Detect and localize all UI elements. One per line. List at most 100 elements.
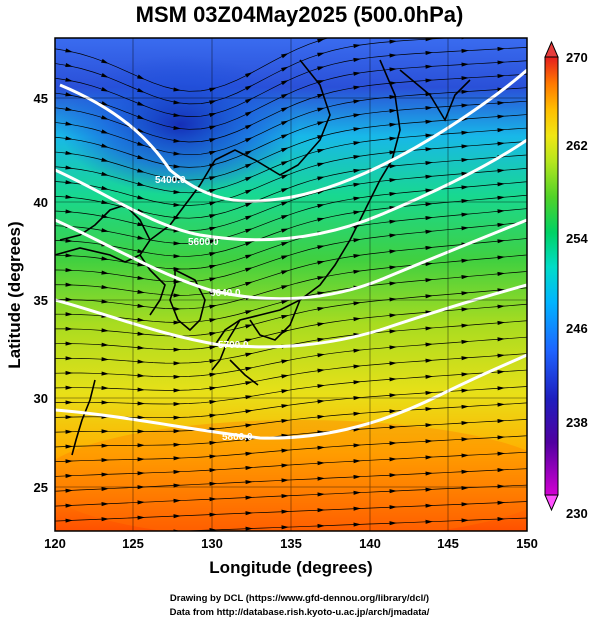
streamline-arrow: [209, 440, 217, 446]
streamline-arrow: [497, 20, 505, 24]
streamline-arrow: [245, 228, 253, 234]
streamline-arrow: [137, 387, 145, 392]
streamline-arrow: [317, 121, 325, 126]
streamline-arrow: [245, 150, 253, 156]
streamline-arrow: [281, 120, 289, 126]
streamline-arrow: [65, 459, 73, 464]
streamline-arrow: [173, 151, 181, 156]
streamline-arrow: [281, 525, 289, 530]
streamline-arrow: [65, 194, 73, 199]
colorbar: 270 262 254 246 238 230: [544, 40, 588, 521]
streamline-arrow: [65, 106, 73, 111]
streamline-arrow: [281, 509, 289, 514]
streamline-arrow: [281, 241, 289, 247]
streamline-arrow: [209, 188, 217, 193]
streamline-arrow: [317, 368, 325, 373]
streamline-arrow: [173, 401, 181, 407]
streamline-arrow: [137, 500, 145, 505]
streamline-arrow: [353, 490, 361, 495]
streamline-arrow: [173, 241, 181, 246]
streamline-arrow: [281, 80, 289, 86]
streamline-arrow: [173, 456, 181, 461]
streamline-arrow: [65, 92, 73, 97]
contour-labels: 5400.0 5600.0 5640.0 5700.0 5800.0: [155, 175, 253, 443]
streamline-arrow: [389, 329, 397, 334]
streamline-arrow: [137, 401, 145, 406]
streamline-arrow: [497, 73, 505, 79]
streamline-arrow: [209, 468, 217, 473]
streamline-arrow: [137, 443, 145, 448]
streamline-arrow: [209, 277, 217, 282]
streamline-arrow: [389, 164, 397, 169]
streamline-arrow: [101, 357, 109, 362]
x-tick-label: 145: [437, 536, 459, 551]
streamline-arrow: [137, 87, 145, 93]
streamline-arrow: [461, 437, 469, 442]
streamline-arrow: [209, 318, 217, 323]
colorbar-tick: 270: [566, 50, 588, 65]
streamline-arrow: [281, 418, 289, 424]
streamline-arrow: [101, 171, 109, 176]
streamline-arrow: [389, 345, 397, 350]
colorbar-tick: 230: [566, 506, 588, 521]
streamline-arrow: [137, 74, 145, 80]
streamline-arrow: [281, 493, 289, 499]
streamline-arrow: [65, 253, 73, 258]
streamline-arrow: [461, 323, 469, 328]
streamline-arrow: [461, 307, 469, 312]
streamline-arrow: [65, 326, 73, 331]
streamline-arrow: [281, 300, 289, 305]
streamline-arrow: [65, 121, 73, 126]
streamline-arrow: [497, 239, 505, 244]
streamline-arrow: [497, 46, 505, 52]
streamline-arrow: [65, 356, 73, 361]
streamline-arrow: [101, 101, 109, 106]
streamline-arrow: [317, 414, 325, 420]
streamline-arrow: [389, 441, 397, 446]
streamline-arrow: [101, 256, 109, 261]
streamline-arrow: [101, 486, 109, 492]
streamline-arrow: [173, 87, 181, 92]
streamline-arrow: [209, 87, 217, 92]
streamline-arrow: [245, 423, 253, 428]
streamline-arrow: [389, 377, 397, 382]
streamline-arrow: [209, 512, 217, 517]
streamline-arrow: [461, 421, 469, 426]
contour-label: 5400.0: [155, 175, 186, 186]
streamline-arrow: [209, 359, 217, 364]
streamline-arrow: [389, 178, 397, 183]
streamline-arrow: [497, 255, 505, 260]
streamline-arrow: [245, 511, 253, 516]
streamline-arrow: [281, 448, 289, 453]
streamline-arrow: [101, 517, 109, 522]
streamline-arrow: [173, 498, 181, 503]
streamline-arrow: [497, 60, 505, 65]
streamline-arrow: [353, 522, 361, 527]
streamline-arrow: [281, 214, 289, 220]
streamline-arrow: [497, 386, 505, 391]
streamline-arrow: [389, 219, 397, 224]
streamline-arrow: [173, 483, 181, 488]
streamline-arrow: [65, 400, 73, 405]
streamline-arrow: [65, 473, 73, 479]
streamline-arrow: [461, 185, 469, 190]
streamline-arrow: [425, 64, 433, 69]
streamline-arrow: [425, 160, 433, 166]
coastlines: [55, 59, 471, 456]
streamline-arrow: [425, 439, 433, 444]
streamline-arrow: [65, 297, 73, 302]
streamline-arrow: [389, 393, 397, 398]
streamline-arrow: [173, 306, 181, 312]
streamline-arrow: [317, 492, 325, 497]
streamline-arrow: [425, 229, 433, 234]
streamline-arrow: [281, 270, 289, 275]
streamline-arrow: [137, 248, 145, 254]
streamline-arrow: [209, 239, 217, 244]
streamline-arrow: [173, 293, 181, 298]
streamline-arrow: [245, 267, 253, 272]
streamline-arrow: [281, 404, 289, 409]
streamline-arrow: [137, 262, 145, 267]
streamline-arrow: [317, 107, 325, 112]
streamline-arrow: [389, 297, 397, 302]
streamline-arrow: [137, 289, 145, 294]
